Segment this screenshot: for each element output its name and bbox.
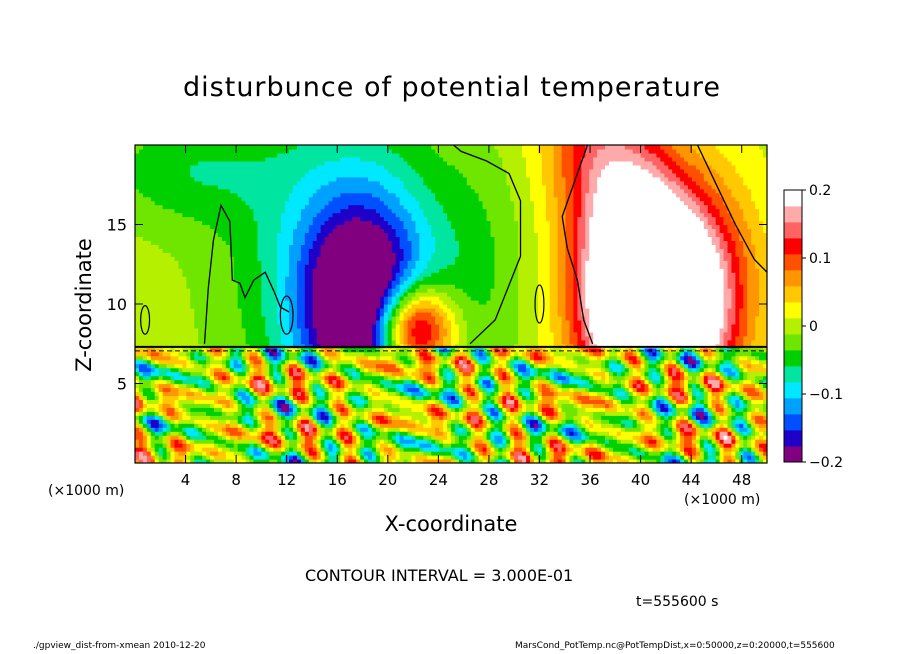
- colorbar-swatch: [784, 254, 802, 271]
- y-axis-label: Z-coordinate: [72, 238, 96, 372]
- contour-interval-note: CONTOUR INTERVAL = 3.000E-01: [305, 566, 574, 585]
- colorbar-swatch: [784, 238, 802, 255]
- x-tick-label: 16: [328, 471, 347, 489]
- x-tick-label: 20: [378, 471, 397, 489]
- x-tick-label: 32: [530, 471, 549, 489]
- colorbar-swatch: [784, 446, 802, 463]
- zero-contour-3: [696, 145, 767, 273]
- colorbar-swatch: [784, 382, 802, 399]
- colorbar-tick-label: 0.2: [809, 183, 831, 199]
- x-unit-label-right: (×1000 m): [684, 492, 761, 508]
- x-tick-label: 48: [732, 471, 751, 489]
- x-tick-label: 28: [479, 471, 498, 489]
- contour-loop-1: [534, 284, 545, 324]
- footer-script-info: ./gpview_dist-from-xmean 2010-12-20: [33, 641, 206, 651]
- colorbar-swatch: [784, 414, 802, 431]
- contour-lines: [135, 145, 767, 352]
- x-axis-label: X-coordinate: [384, 512, 518, 536]
- colorbar-swatch: [784, 190, 802, 207]
- colorbar-swatch: [784, 286, 802, 303]
- chart-title: disturbunce of potential temperature: [183, 72, 721, 103]
- colorbar-swatch: [784, 334, 802, 351]
- y-tick-label: 5: [117, 375, 127, 394]
- zero-contour-0: [203, 203, 290, 344]
- footer-data-source: MarsCond_PotTemp.nc@PotTempDist,x=0:5000…: [515, 641, 835, 651]
- x-tick-label: 40: [631, 471, 650, 489]
- colorbar-tick-label: 0.1: [809, 251, 831, 267]
- y-axis: 5 10 15: [107, 216, 767, 394]
- y-tick-label: 10: [107, 295, 127, 314]
- y-tick-label: 15: [107, 216, 127, 235]
- colorbar-swatch: [784, 398, 802, 415]
- colorbar-tick-label: −0.1: [809, 387, 843, 403]
- colorbar-swatch: [784, 366, 802, 383]
- heatmap-field: [135, 145, 767, 463]
- x-axis: 4 8 12 16 20 24 28 32 36 40 44 48: [181, 145, 751, 489]
- colorbar-swatch: [784, 270, 802, 287]
- x-tick-label: 8: [231, 471, 241, 489]
- colorbar-swatch: [784, 222, 802, 239]
- x-unit-label-left: (×1000 m): [48, 483, 125, 499]
- colorbar-tick-label: −0.2: [809, 455, 843, 471]
- colorbar-swatch: [784, 302, 802, 319]
- time-label: t=555600 s: [636, 594, 719, 610]
- x-tick-label: 24: [429, 471, 448, 489]
- zero-contour-2: [561, 145, 594, 345]
- colorbar-swatch: [784, 206, 802, 223]
- x-tick-label: 36: [580, 471, 599, 489]
- colorbar-tick-label: 0: [809, 319, 818, 335]
- colorbar-swatch: [784, 350, 802, 367]
- contour-loop-0: [279, 295, 294, 335]
- colorbar: 0.2 0.1 0 −0.1 −0.2: [783, 183, 843, 471]
- x-tick-label: 4: [181, 471, 191, 489]
- zero-contour-1: [453, 145, 522, 345]
- colorbar-swatch: [784, 318, 802, 335]
- x-tick-label: 12: [277, 471, 296, 489]
- colorbar-swatch: [784, 430, 802, 447]
- x-tick-label: 44: [682, 471, 701, 489]
- contour-loop-2: [140, 304, 151, 335]
